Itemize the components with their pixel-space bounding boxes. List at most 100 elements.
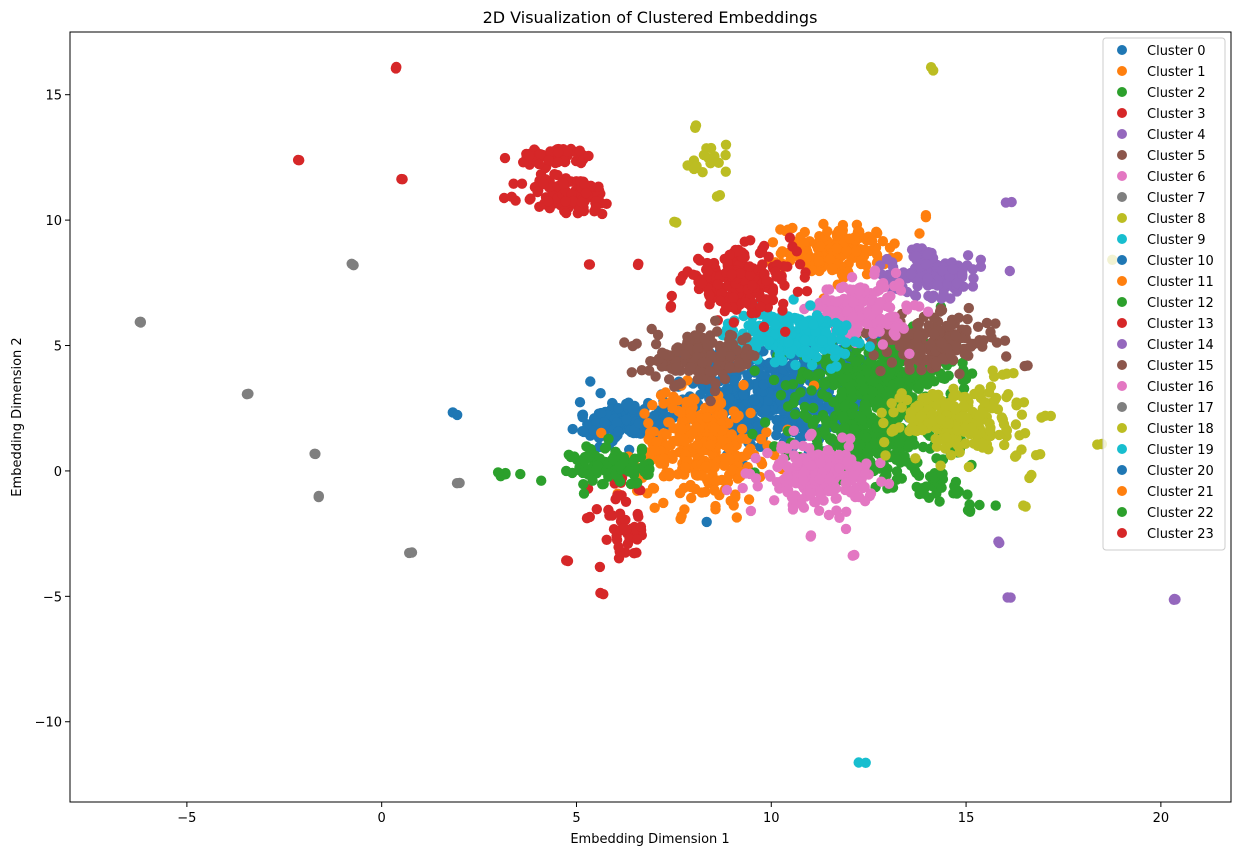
data-point [704, 366, 715, 377]
data-point [744, 261, 755, 272]
data-point [999, 439, 1010, 451]
data-point [834, 463, 845, 474]
legend-label: Cluster 0 [1147, 44, 1206, 59]
data-point [626, 367, 637, 378]
data-point [647, 482, 659, 494]
data-point [830, 422, 841, 433]
data-point [814, 473, 825, 485]
data-point [607, 454, 619, 465]
data-point [776, 443, 787, 454]
data-point [812, 441, 823, 452]
data-point [861, 269, 873, 280]
data-point [918, 441, 929, 453]
data-point [692, 374, 703, 385]
x-axis-label: Embedding Dimension 1 [570, 832, 729, 847]
data-point [619, 337, 630, 348]
data-point [704, 290, 715, 301]
legend-marker [1117, 234, 1127, 244]
data-point [135, 317, 146, 328]
data-point [839, 348, 851, 359]
data-point [807, 359, 818, 371]
data-point [928, 65, 939, 76]
legend-label: Cluster 19 [1147, 443, 1214, 458]
data-point [937, 265, 948, 276]
data-point [532, 186, 543, 198]
data-point [692, 253, 704, 265]
data-point [671, 362, 683, 373]
data-point [952, 424, 963, 436]
data-point [675, 378, 686, 389]
data-point [1008, 368, 1019, 379]
data-point [806, 385, 817, 396]
data-point [871, 249, 883, 260]
data-point [941, 432, 952, 443]
data-point [846, 272, 858, 283]
data-point [961, 324, 972, 336]
data-point [910, 290, 922, 302]
data-point [721, 302, 732, 314]
data-point [837, 373, 848, 384]
data-point [826, 363, 837, 374]
data-point [922, 306, 934, 317]
legend-marker [1117, 444, 1127, 454]
x-tick-label: 10 [763, 811, 780, 826]
data-point [736, 433, 747, 444]
data-point [815, 458, 827, 469]
data-point [515, 468, 526, 480]
data-point [783, 337, 794, 348]
data-point [595, 407, 607, 419]
data-point [886, 311, 898, 322]
legend-marker [1117, 255, 1127, 265]
data-point [661, 429, 672, 440]
data-point [896, 473, 907, 484]
data-point [635, 521, 647, 532]
data-point [580, 187, 592, 199]
data-point [985, 381, 997, 392]
data-point [787, 493, 798, 504]
data-point [823, 509, 835, 521]
data-point [817, 335, 828, 346]
data-point [745, 505, 757, 517]
data-point [830, 305, 842, 316]
data-point [241, 389, 253, 400]
ticks-layer: −5 0 5 10 15 20 −10 −5 0 5 10 15 [35, 89, 1170, 826]
data-point [869, 269, 880, 280]
data-point [934, 496, 945, 507]
data-point [760, 404, 772, 416]
data-point [313, 490, 324, 502]
data-point [775, 248, 786, 259]
data-point [850, 328, 862, 339]
data-point [965, 341, 977, 352]
data-point [451, 478, 463, 489]
data-point [859, 496, 871, 507]
data-point [799, 226, 810, 238]
data-point [920, 212, 932, 223]
legend-label: Cluster 15 [1147, 359, 1214, 374]
data-point [859, 469, 871, 480]
data-point [799, 334, 811, 346]
data-point [845, 384, 856, 396]
data-point [953, 312, 964, 323]
data-point [789, 409, 801, 420]
data-point [632, 259, 644, 271]
data-point [639, 408, 650, 419]
data-point [452, 409, 463, 421]
data-point [601, 198, 612, 209]
legend-label: Cluster 9 [1147, 233, 1206, 248]
data-point [709, 485, 720, 496]
data-point [561, 555, 572, 566]
data-point [847, 296, 859, 308]
data-point [818, 495, 829, 506]
data-point [686, 492, 697, 504]
data-point [1035, 449, 1046, 460]
data-point [595, 388, 606, 399]
data-point [682, 331, 693, 342]
data-point [917, 425, 928, 436]
data-point [985, 326, 996, 338]
data-point [646, 323, 657, 335]
data-point [824, 254, 836, 265]
data-point [767, 286, 779, 298]
data-point [862, 318, 873, 330]
data-point [760, 294, 772, 305]
data-point [940, 400, 951, 411]
